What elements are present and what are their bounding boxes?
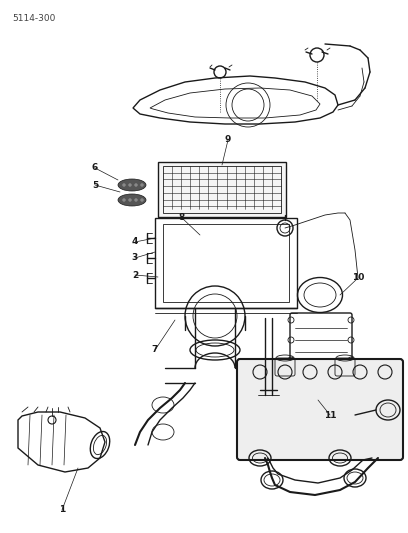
Circle shape — [135, 198, 137, 201]
Circle shape — [122, 183, 126, 187]
Text: 7: 7 — [152, 345, 158, 354]
Circle shape — [129, 183, 131, 187]
Ellipse shape — [118, 179, 146, 191]
Circle shape — [122, 198, 126, 201]
Ellipse shape — [118, 194, 146, 206]
Circle shape — [140, 198, 144, 201]
Text: 6: 6 — [92, 164, 98, 173]
Text: 5: 5 — [92, 181, 98, 190]
Text: 10: 10 — [352, 273, 364, 282]
Text: 9: 9 — [225, 135, 231, 144]
FancyBboxPatch shape — [237, 359, 403, 460]
Bar — [155, 218, 297, 308]
Bar — [158, 162, 286, 217]
Bar — [163, 224, 289, 302]
Circle shape — [135, 183, 137, 187]
Bar — [163, 166, 281, 213]
Circle shape — [129, 198, 131, 201]
Text: 11: 11 — [324, 410, 336, 419]
Text: 2: 2 — [132, 271, 138, 279]
Text: 3: 3 — [132, 254, 138, 262]
Circle shape — [140, 183, 144, 187]
Text: 8: 8 — [179, 214, 185, 222]
Text: 5114-300: 5114-300 — [12, 14, 55, 23]
Text: 1: 1 — [59, 505, 65, 514]
Text: 4: 4 — [132, 238, 138, 246]
